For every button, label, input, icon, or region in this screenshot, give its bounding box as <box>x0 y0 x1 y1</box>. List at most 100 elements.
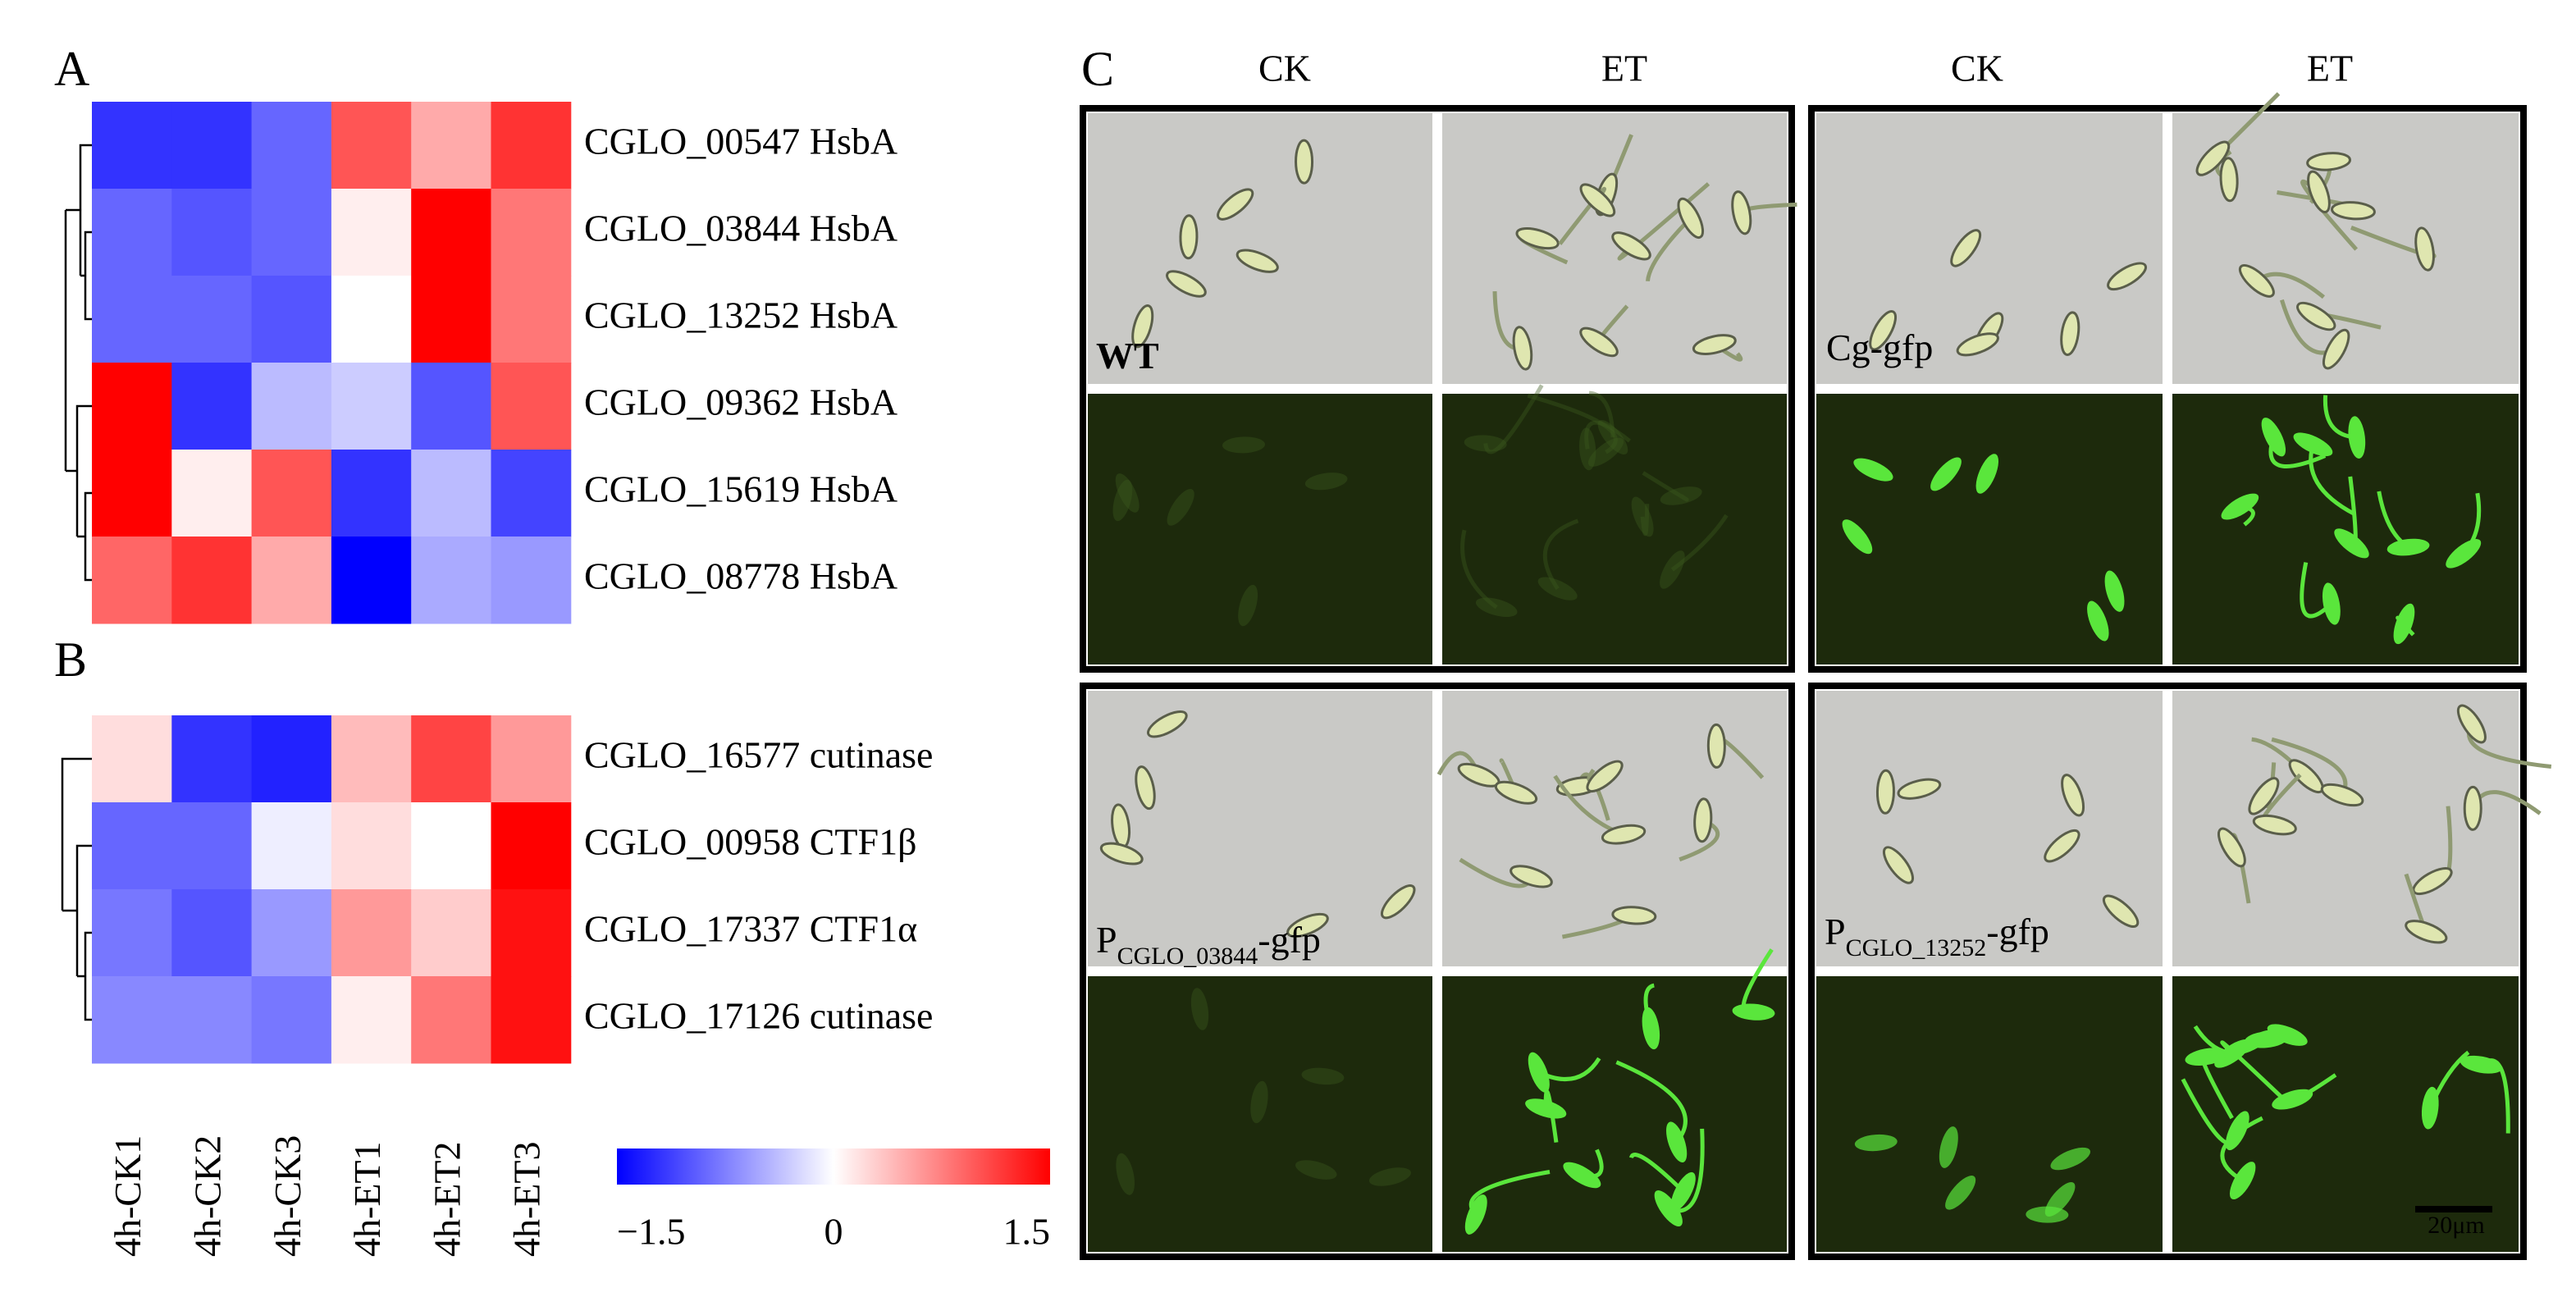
brightfield-image <box>1088 691 1432 966</box>
spore <box>2104 570 2125 612</box>
spore <box>1854 1134 1898 1152</box>
heatmap-cell <box>331 276 412 363</box>
spore <box>1512 326 1533 371</box>
heatmap-cell <box>331 889 412 977</box>
colorbar-tick-label: 1.5 <box>1003 1211 1051 1253</box>
spore <box>2252 814 2297 836</box>
spore <box>2195 140 2231 176</box>
heatmap-cell <box>171 450 253 537</box>
heatmap-cell <box>411 802 491 890</box>
strain-label-part: WT <box>1096 335 1159 377</box>
spore <box>1875 769 1895 815</box>
spore <box>2102 894 2140 928</box>
panel-label: B <box>54 632 87 687</box>
heatmap-cell <box>251 715 332 803</box>
spore <box>1250 1080 1268 1124</box>
heatmap-cell <box>171 102 253 190</box>
spore <box>2393 603 2415 645</box>
spore <box>1945 1176 1976 1210</box>
heatmap-cell <box>411 189 491 276</box>
heatmap-cell <box>331 537 412 624</box>
spore <box>1842 519 1873 555</box>
hypha <box>1670 514 1729 572</box>
spore <box>2185 1048 2227 1066</box>
brightfield-image <box>1816 691 2163 966</box>
fluorescence-image <box>1088 394 1432 664</box>
heatmap-cell <box>251 102 332 190</box>
spore <box>1301 1067 1345 1085</box>
spore <box>1897 778 1942 800</box>
row-label: CGLO_13252 HsbA <box>584 295 897 336</box>
heatmap-cell <box>491 102 572 190</box>
spore <box>2044 829 2080 863</box>
spore <box>1587 437 1624 467</box>
heatmap-cell <box>491 363 572 450</box>
row-label: CGLO_16577 cutinase <box>584 734 933 776</box>
spore <box>1528 1052 1550 1093</box>
spore <box>1222 436 1265 454</box>
hypha <box>2300 562 2333 619</box>
spore <box>2050 1147 2090 1171</box>
column-header: ET <box>1601 48 1647 89</box>
spore <box>1586 760 1624 793</box>
scale-bar-label: 20μm <box>2428 1212 2484 1239</box>
spore <box>1930 457 1962 491</box>
spore <box>1099 842 1144 865</box>
row-label: CGLO_00958 CTF1β <box>584 821 917 863</box>
panel-label: A <box>54 42 89 96</box>
hypha <box>1640 504 1650 537</box>
spore <box>1660 486 1702 505</box>
dendrogram <box>61 757 92 1021</box>
heatmap-cell <box>92 189 172 276</box>
strain-label: PCGLO_13252-gfp <box>1825 911 2049 961</box>
heatmap-cell <box>92 802 172 890</box>
heatmap-cell <box>411 102 491 190</box>
spore <box>2421 1086 2439 1130</box>
spore <box>1597 420 1628 455</box>
strain-label-part: P <box>1096 919 1117 961</box>
spore <box>1235 249 1279 273</box>
heatmap-cell <box>251 889 332 977</box>
spore <box>2267 1024 2308 1046</box>
heatmap-cell <box>92 276 172 363</box>
fluorescence-image <box>1816 976 2163 1252</box>
heatmap-cell <box>491 276 572 363</box>
spore <box>1368 1167 1411 1186</box>
hypha <box>1527 393 1618 454</box>
heatmap-cell <box>331 715 412 803</box>
hypha <box>1584 420 1631 450</box>
spore <box>2221 493 2259 520</box>
panel-label: C <box>1081 42 1114 96</box>
colorbar-tick-label: 0 <box>824 1211 843 1253</box>
column-header: CK <box>1951 48 2003 89</box>
heatmap-cell <box>491 189 572 276</box>
heatmap-cell <box>171 363 253 450</box>
heatmap-cell <box>411 363 491 450</box>
heatmap-cell <box>251 363 332 450</box>
row-label: CGLO_17126 cutinase <box>584 995 933 1037</box>
heatmap-cell <box>251 537 332 624</box>
spore <box>1869 310 1898 351</box>
spore <box>2225 1111 2249 1151</box>
spore <box>2460 1055 2503 1074</box>
hypha <box>1615 1060 1688 1144</box>
hypha <box>1628 1153 1685 1194</box>
spore <box>2320 783 2364 807</box>
strain-label: PCGLO_03844-gfp <box>1096 919 1321 970</box>
colorbar <box>617 1148 1050 1185</box>
heatmap-cell <box>331 802 412 890</box>
heatmap-cell <box>251 189 332 276</box>
heatmap-cell <box>331 363 412 450</box>
heatmap-cell <box>251 976 332 1064</box>
heatmap-cell <box>491 537 572 624</box>
column-label: 4h-ET3 <box>506 1141 548 1257</box>
spore <box>1179 214 1199 260</box>
heatmap-cell <box>92 102 172 190</box>
spore <box>1853 458 1893 482</box>
heatmap-cell <box>251 450 332 537</box>
column-label: 4h-ET2 <box>426 1141 468 1257</box>
heatmap-cell <box>92 976 172 1064</box>
heatmap-cell <box>92 363 172 450</box>
heatmap-cell <box>171 276 253 363</box>
spore <box>1579 326 1619 358</box>
